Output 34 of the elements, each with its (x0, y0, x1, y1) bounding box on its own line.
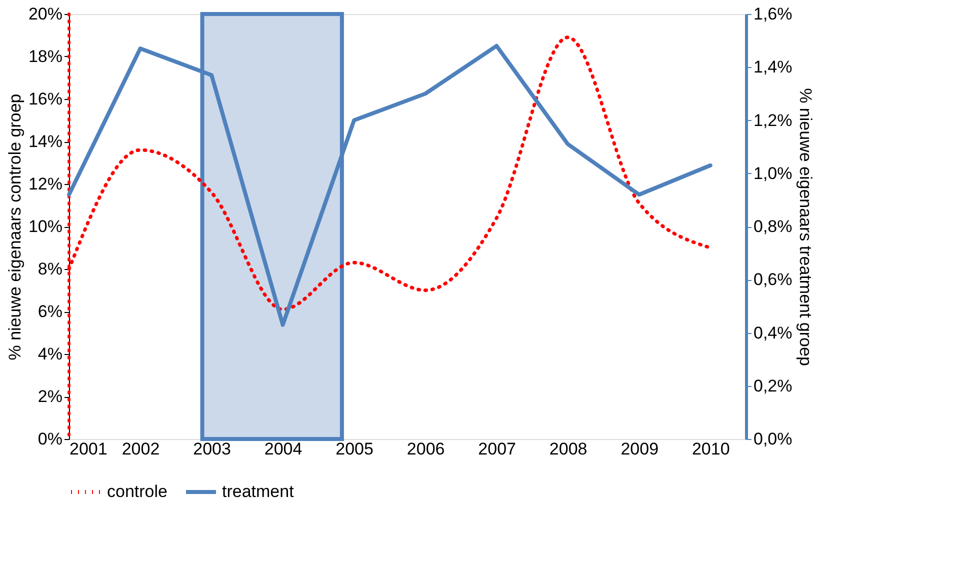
x-tick-label: 2004 (264, 440, 302, 458)
x-tick-label: 2003 (193, 440, 231, 458)
y2-tick-label: 1,2% (754, 110, 792, 130)
y-tick-label: 18% (28, 47, 62, 66)
x-tick-label: 2005 (336, 440, 374, 458)
y2-tick-label: 1,0% (754, 164, 792, 183)
legend-label: controle (107, 482, 168, 501)
y-tick-label: 6% (38, 302, 62, 321)
y2-axis-title: % nieuwe eigenaars treatment groep (796, 88, 816, 366)
y-tick-label: 12% (28, 174, 62, 194)
y-tick-label: 0% (38, 430, 62, 448)
y-tick-label: 20% (28, 4, 62, 24)
y-tick-label: 8% (38, 260, 62, 278)
y2-tick-label: 0,6% (754, 270, 792, 290)
y-tick-label: 10% (28, 217, 62, 236)
y2-tick-label: 0,4% (754, 323, 792, 342)
x-tick-label: 2001 (70, 440, 108, 458)
x-tick-label: 2010 (692, 440, 730, 458)
legend-label: treatment (222, 482, 294, 501)
y-tick-label: 2% (38, 387, 62, 406)
x-tick-label: 2008 (549, 440, 588, 458)
y2-tick-label: 0,2% (754, 376, 792, 396)
y-tick-label: 14% (28, 132, 62, 151)
y2-tick-label: 1,4% (754, 58, 792, 77)
x-tick-label: 2007 (478, 440, 516, 458)
y2-tick-label: 0,8% (754, 217, 792, 236)
x-tick-label: 2002 (122, 440, 160, 458)
y2-tick-label: 1,6% (754, 4, 792, 24)
y-axis-title: % nieuwe eigenaars controle groep (5, 94, 24, 360)
x-tick-label: 2006 (406, 440, 445, 458)
y-tick-label: 4% (38, 344, 62, 364)
y2-tick-label: 0,0% (754, 430, 792, 448)
y-tick-label: 16% (28, 90, 62, 108)
x-tick-label: 2009 (620, 440, 659, 458)
